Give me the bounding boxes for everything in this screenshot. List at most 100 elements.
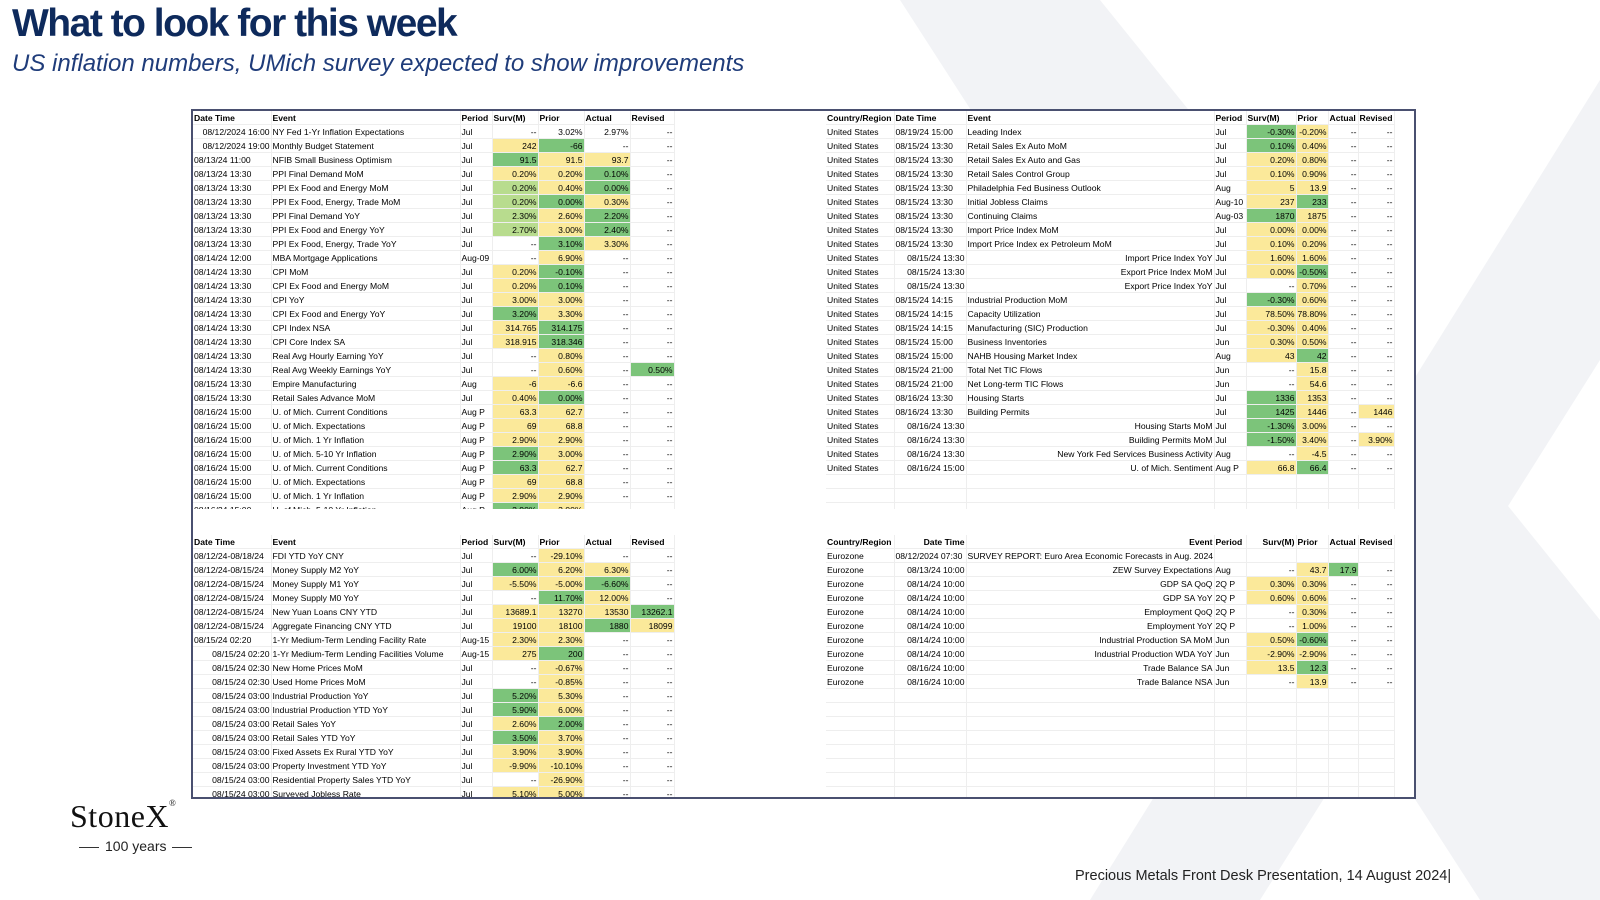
table-cell: 0.30% (1246, 576, 1297, 591)
table-cell: 318.915 (492, 334, 539, 349)
table-cell: 0.20% (492, 278, 539, 293)
table-row: 08/16/24 15:00 U. of Mich. 1 Yr Inflation… (193, 432, 826, 447)
table-cell: 08/12/24-08/15/24 (193, 562, 272, 577)
table-cell: 3.50% (492, 730, 539, 745)
table-row: United States 08/16/24 13:30 New York Fed … (826, 446, 1395, 461)
table-cell: -- (1328, 418, 1359, 433)
table-cell: Jul (460, 758, 493, 773)
table-row: Eurozone 08/12/2024 07:30 SURVEY REPORT: E… (826, 548, 1395, 563)
table-cell: -- (492, 348, 539, 363)
table-row: Eurozone 08/14/24 10:00 GDP SA QoQ 2Q P 0.30… (826, 576, 1395, 591)
table-cell: -- (584, 138, 631, 153)
table-cell: -- (1246, 562, 1297, 577)
table-cell: -- (630, 674, 675, 689)
table-cell: 2Q P (1214, 590, 1247, 605)
table-cell: 1446 (1358, 404, 1395, 419)
table-row: United States 08/15/24 14:15 Industrial Pr… (826, 292, 1395, 307)
column-header: Event (271, 111, 461, 125)
empty-row (826, 744, 1395, 759)
table-cell: 314.765 (492, 320, 539, 335)
table-cell: MBA Mortgage Applications (271, 250, 461, 265)
table-cell: Aug P (460, 404, 493, 419)
table-cell: -- (1358, 264, 1395, 279)
column-header: Period (460, 111, 493, 125)
table-cell: 08/14/24 13:30 (193, 278, 272, 293)
empty-row (826, 502, 1395, 509)
column-header: Date Time (894, 535, 967, 549)
table-cell: -- (630, 744, 675, 759)
table-cell: United States (826, 306, 895, 321)
table-cell: 5.10% (492, 786, 539, 797)
table-cell: 0.20% (492, 194, 539, 209)
table-cell: 08/15/24 21:00 (894, 376, 967, 391)
table-cell: Import Price Index MoM (966, 222, 1215, 237)
table-cell: 0.00% (538, 390, 585, 405)
table-cell: -- (1246, 278, 1297, 293)
empty-row (826, 730, 1395, 745)
table-cell: United States (826, 376, 895, 391)
table-cell: Jul (460, 334, 493, 349)
tl-grid: Date Time Event Period Surv(M) Prior Actual Re… (193, 111, 826, 509)
table-cell: United States (826, 362, 895, 377)
table-cell: 08/16/24 13:30 (894, 404, 967, 419)
table-cell: Housing Starts MoM (966, 418, 1215, 433)
table-cell: 2.90% (538, 432, 585, 447)
table-cell: -4.5 (1296, 446, 1329, 461)
table-cell: 08/16/24 15:00 (193, 446, 272, 461)
table-cell: -0.60% (1296, 632, 1329, 647)
table-cell: 08/13/24 13:30 (193, 222, 272, 237)
table-row: 08/15/24 03:00 Industrial Production YTD … (193, 702, 826, 717)
table-cell: Export Price Index MoM (966, 264, 1215, 279)
table-cell: -- (1358, 660, 1395, 675)
table-cell: PPI Ex Food, Energy, Trade YoY (271, 236, 461, 251)
table-cell: Aug P (460, 418, 493, 433)
table-cell: Jul (1214, 152, 1247, 167)
empty-row (826, 786, 1395, 797)
table-cell: Jul (460, 348, 493, 363)
table-cell: 78.80% (1296, 306, 1329, 321)
table-cell: -- (1358, 278, 1395, 293)
table-row: 08/13/24 13:30 PPI Ex Food, Energy, Trade… (193, 194, 826, 209)
table-cell: Jun (1214, 632, 1247, 647)
table-cell: 08/15/24 03:00 (193, 758, 272, 773)
table-cell: 08/13/24 13:30 (193, 208, 272, 223)
table-cell: Aug P (460, 460, 493, 475)
table-cell: 08/13/24 13:30 (193, 236, 272, 251)
table-cell: -- (630, 590, 675, 605)
table-cell: 5 (1246, 180, 1297, 195)
tr-grid: Country/Region Date Time Event Period Surv(M… (826, 111, 1395, 509)
table-cell: -- (630, 222, 675, 237)
table-cell: Jun (1214, 646, 1247, 661)
table-cell: CPI Index NSA (271, 320, 461, 335)
table-cell: Money Supply M0 YoY (271, 590, 461, 605)
table-cell: U. of Mich. Current Conditions (271, 404, 461, 419)
column-header: Actual (1328, 535, 1359, 549)
table-cell: 3.00% (538, 446, 585, 461)
table-cell: United States (826, 446, 895, 461)
table-cell: 2.60% (492, 716, 539, 731)
us-calendar-table-continued: Country/Region Date Time Event Period Surv(M… (826, 111, 1414, 509)
table-cell: -- (630, 730, 675, 745)
table-cell: -- (630, 786, 675, 797)
table-cell: -0.85% (538, 674, 585, 689)
table-cell: United States (826, 334, 895, 349)
table-cell: 08/15/24 13:30 (894, 208, 967, 223)
table-cell: -- (630, 320, 675, 335)
table-cell: 08/16/24 13:30 (894, 418, 967, 433)
table-cell: Jul (460, 688, 493, 703)
table-cell: -- (584, 548, 631, 563)
table-cell: Fixed Assets Ex Rural YTD YoY (271, 744, 461, 759)
table-cell: Real Avg Weekly Earnings YoY (271, 362, 461, 377)
table-cell: 15.8 (1296, 362, 1329, 377)
table-cell: Industrial Production MoM (966, 292, 1215, 307)
table-cell: Housing Starts (966, 390, 1215, 405)
table-cell: Retail Sales Ex Auto MoM (966, 138, 1215, 153)
table-cell: 0.80% (538, 348, 585, 363)
column-header: Date Time (193, 535, 272, 549)
table-cell: -0.10% (538, 264, 585, 279)
table-cell: United States (826, 460, 895, 475)
table-row: 08/15/24 03:00 Property Investment YTD Yo… (193, 758, 826, 773)
table-cell: Jul (1214, 292, 1247, 307)
table-cell: 08/14/24 13:30 (193, 334, 272, 349)
table-row: 08/16/24 15:00 U. of Mich. 1 Yr Inflation… (193, 488, 826, 503)
